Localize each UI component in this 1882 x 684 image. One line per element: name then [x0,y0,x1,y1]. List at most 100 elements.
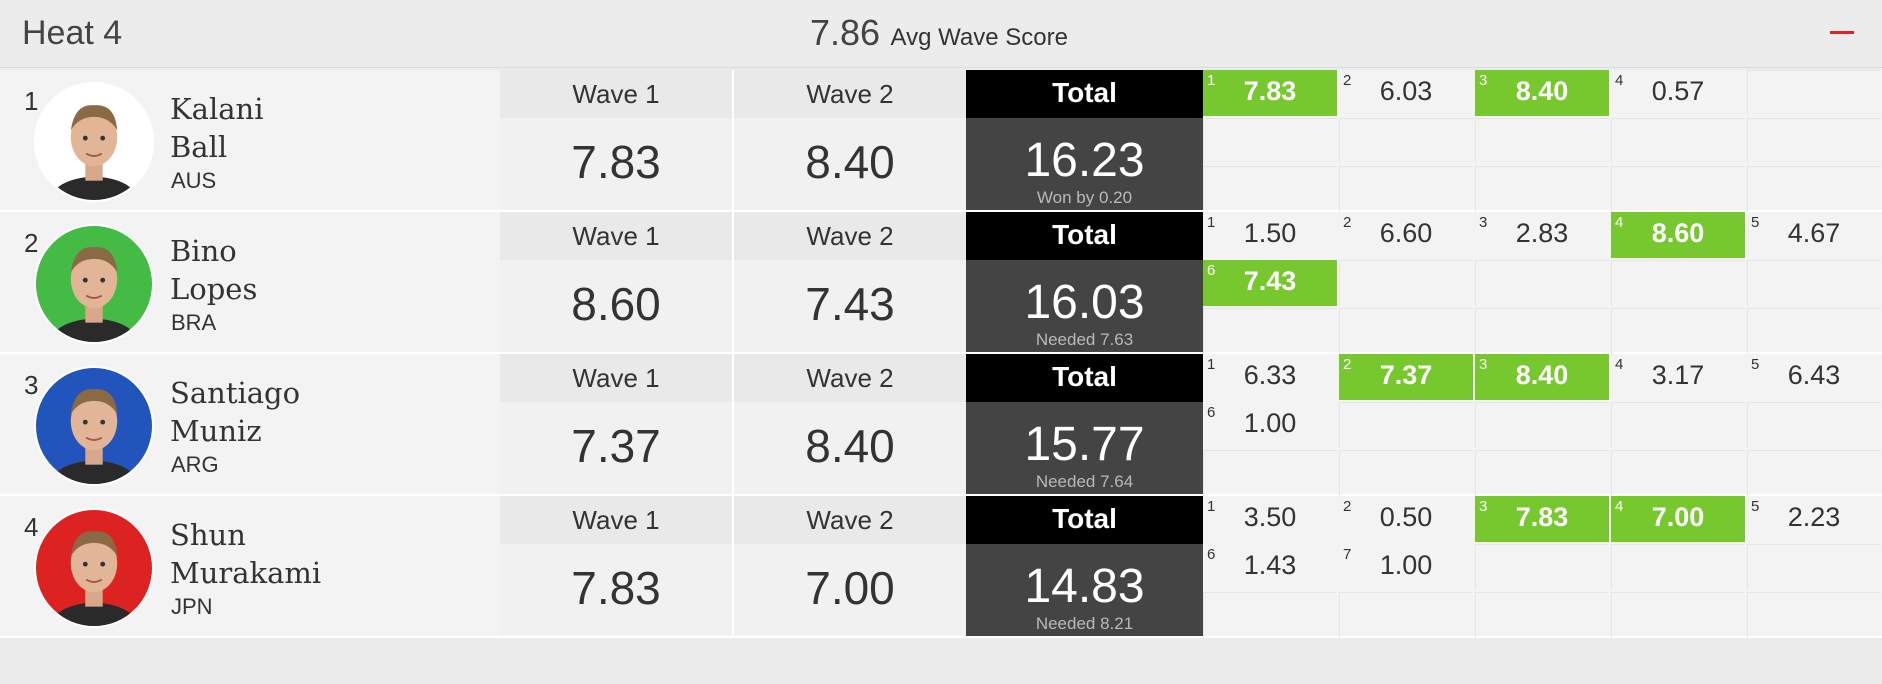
wave-index: 3 [1479,72,1488,89]
empty-wave-cell [1475,450,1609,496]
surfer-name[interactable]: Bino Lopes [170,232,257,308]
wave-cell[interactable]: 3 2.83 [1475,212,1609,258]
wave-cell[interactable]: 1 7.83 [1203,70,1337,116]
wave-score: 8.40 [1515,360,1569,390]
wave-cell[interactable]: 3 8.40 [1475,354,1609,400]
wave-cell[interactable]: 1 1.50 [1203,212,1337,258]
wave-1-header: Wave 1 [500,496,732,544]
wave-1-header: Wave 1 [500,212,732,260]
empty-wave-cell [1475,544,1609,590]
wave-grid: 1 7.83 2 6.03 3 8.40 4 0.57 [1203,70,1882,212]
surfer-photo-icon [36,510,152,626]
total-body: 15.77 Needed 7.64 [966,402,1203,494]
wave-score: 1.00 [1379,550,1433,580]
wave-score: 7.83 [1515,502,1569,532]
wave-index: 7 [1343,546,1352,563]
total-header: Total [966,354,1203,402]
wave-cell[interactable]: 5 6.43 [1747,354,1881,400]
wave-2-column: Wave 2 7.43 [734,212,966,352]
surfer-row: 2 Bino Lopes BRA Wave 1 8.60 Wave 2 [0,212,1882,354]
total-body: 16.23 Won by 0.20 [966,118,1203,210]
surfer-avatar [34,366,154,486]
avg-wave-label: Avg Wave Score [890,24,1068,51]
wave-1-score: 7.83 [500,544,732,636]
wave-cell[interactable]: 1 6.33 [1203,354,1337,400]
total-note: Needed 7.64 [1035,472,1134,491]
wave-score: 6.33 [1243,360,1297,390]
total-body: 16.03 Needed 7.63 [966,260,1203,352]
wave-score: 6.60 [1379,218,1433,248]
empty-wave-cell [1475,402,1609,448]
surfer-last-name: Lopes [170,272,258,306]
wave-cell[interactable]: 4 3.17 [1611,354,1745,400]
wave-cell[interactable]: 6 1.43 [1203,544,1337,590]
wave-2-score: 8.40 [734,118,966,210]
column-divider [732,496,734,636]
wave-1-column: Wave 1 7.37 [500,354,732,494]
total-note: Needed 7.63 [1035,330,1134,349]
surfer-name[interactable]: Kalani Ball [170,90,263,166]
wave-index: 1 [1207,498,1216,515]
empty-wave-cell [1339,118,1473,164]
surfer-country: ARG [171,452,219,477]
total-note: Won by 0.20 [1036,188,1133,207]
wave-cell[interactable]: 5 2.23 [1747,496,1881,542]
wave-cell[interactable]: 4 7.00 [1611,496,1745,542]
wave-cell[interactable]: 3 7.83 [1475,496,1609,542]
empty-wave-cell [1203,450,1337,496]
collapse-icon[interactable] [1830,31,1854,34]
empty-wave-cell [1203,118,1337,164]
surfer-avatar [34,82,154,202]
wave-cell[interactable]: 6 7.43 [1203,260,1337,306]
wave-cell[interactable]: 2 6.03 [1339,70,1473,116]
wave-score: 3.17 [1651,360,1705,390]
empty-wave-cell [1747,166,1881,212]
wave-score: 8.60 [1651,218,1705,248]
column-divider [732,354,734,494]
wave-cell[interactable]: 2 7.37 [1339,354,1473,400]
surfer-name[interactable]: Shun Murakami [170,516,321,592]
wave-cell[interactable]: 6 1.00 [1203,402,1337,448]
wave-cell[interactable]: 7 1.00 [1339,544,1473,590]
wave-cell[interactable]: 3 8.40 [1475,70,1609,116]
total-body: 14.83 Needed 8.21 [966,544,1203,636]
empty-wave-cell [1203,166,1337,212]
wave-cell[interactable]: 2 0.50 [1339,496,1473,542]
total-header: Total [966,70,1203,118]
wave-index: 5 [1751,498,1760,515]
wave-cell[interactable]: 4 0.57 [1611,70,1745,116]
avg-wave-score: 7.86 Avg Wave Score [810,12,1068,54]
wave-score: 7.83 [1243,76,1297,106]
empty-wave-cell [1475,260,1609,306]
total-header: Total [966,212,1203,260]
wave-cell[interactable]: 5 4.67 [1747,212,1881,258]
wave-score: 7.43 [1243,266,1297,296]
wave-1-column: Wave 1 7.83 [500,496,732,636]
surfer-last-name: Muniz [170,414,262,448]
wave-index: 6 [1207,262,1216,279]
empty-wave-cell [1747,260,1881,306]
total-column: Total 15.77 Needed 7.64 [966,354,1203,494]
wave-1-header: Wave 1 [500,70,732,118]
wave-cell[interactable]: 2 6.60 [1339,212,1473,258]
heat-title: Heat 4 [22,14,123,52]
wave-index: 3 [1479,356,1488,373]
wave-2-column: Wave 2 7.00 [734,496,966,636]
wave-index: 4 [1615,498,1624,515]
wave-1-score: 7.83 [500,118,732,210]
wave-cell[interactable]: 1 3.50 [1203,496,1337,542]
wave-index: 6 [1207,546,1216,563]
empty-wave-cell [1203,592,1337,638]
surfer-name[interactable]: Santiago Muniz [170,374,300,450]
wave-2-header: Wave 2 [734,212,966,260]
wave-1-column: Wave 1 7.83 [500,70,732,210]
wave-score: 0.57 [1651,76,1705,106]
heat-header: Heat 4 7.86 Avg Wave Score [0,0,1882,68]
empty-wave-cell [1747,450,1881,496]
wave-score: 4.67 [1787,218,1841,248]
wave-cell[interactable]: 4 8.60 [1611,212,1745,258]
surfer-avatar [34,508,154,628]
empty-wave-cell [1747,70,1881,116]
empty-wave-cell [1611,592,1745,638]
wave-score: 7.00 [1651,502,1705,532]
